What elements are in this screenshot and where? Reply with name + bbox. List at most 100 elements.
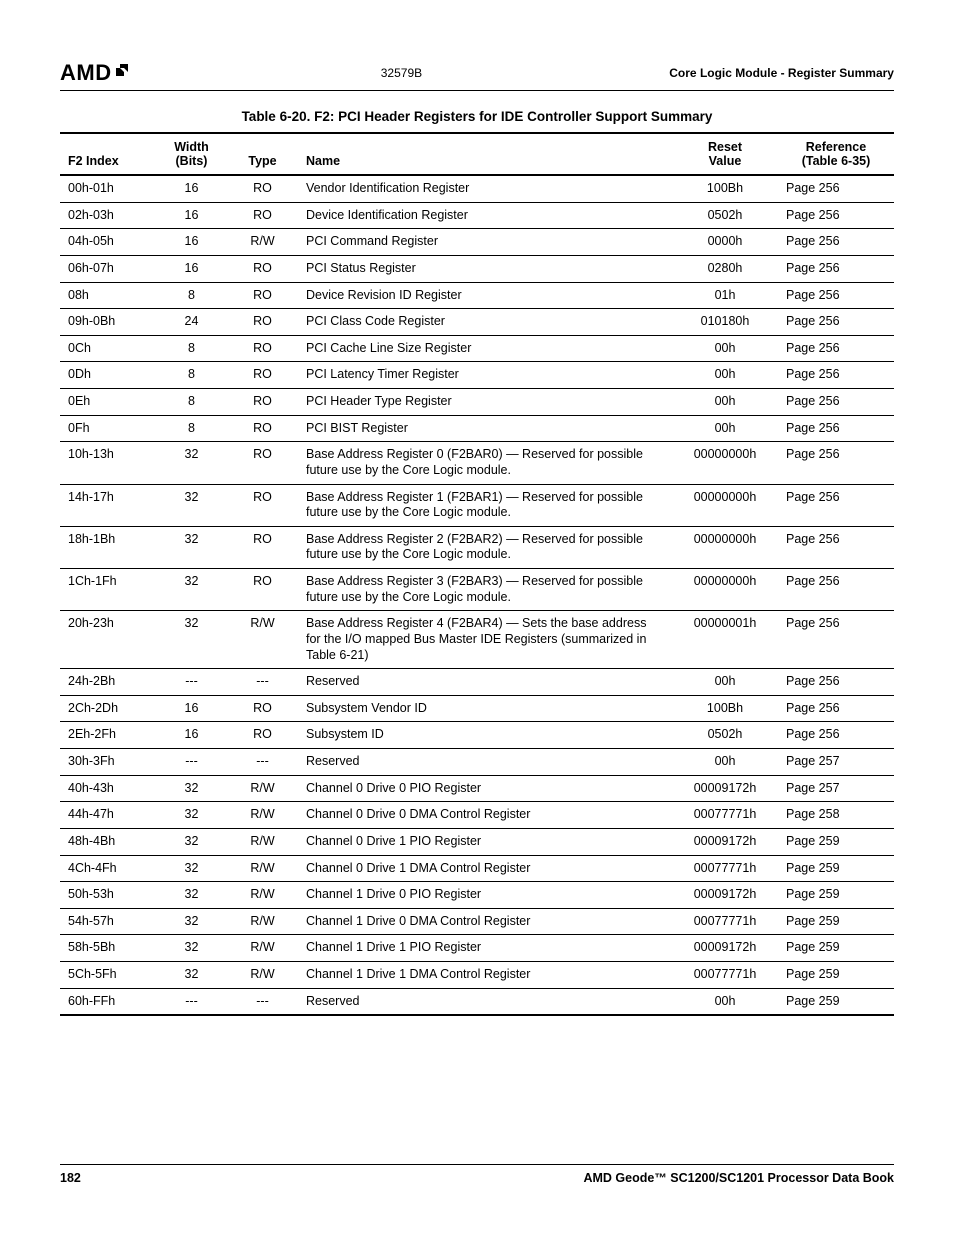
cell-type: RO [227,282,298,309]
cell-width: 32 [156,611,227,669]
cell-name: Subsystem Vendor ID [298,695,672,722]
cell-reset: 00h [672,669,778,696]
cell-name: Channel 0 Drive 1 DMA Control Register [298,855,672,882]
cell-index: 00h-01h [60,175,156,202]
cell-width: 16 [156,722,227,749]
table-row: 5Ch-5Fh32R/WChannel 1 Drive 1 DMA Contro… [60,962,894,989]
register-table: F2 Index Width (Bits) Type Name Reset Va… [60,132,894,1016]
cell-index: 5Ch-5Fh [60,962,156,989]
cell-index: 2Ch-2Dh [60,695,156,722]
cell-width: 16 [156,695,227,722]
cell-index: 24h-2Bh [60,669,156,696]
cell-type: --- [227,749,298,776]
cell-type: R/W [227,908,298,935]
cell-type: R/W [227,855,298,882]
cell-reset: 0280h [672,255,778,282]
cell-ref: Page 259 [778,855,894,882]
cell-ref: Page 258 [778,802,894,829]
cell-width: 32 [156,775,227,802]
col-type-header: Type [227,133,298,175]
cell-width: 8 [156,362,227,389]
page-footer: 182 AMD Geode™ SC1200/SC1201 Processor D… [60,1164,894,1185]
cell-type: RO [227,484,298,526]
cell-reset: 0502h [672,722,778,749]
cell-ref: Page 256 [778,282,894,309]
page-header: AMD 32579B Core Logic Module - Register … [60,60,894,91]
amd-logo-text: AMD [60,60,112,86]
table-row: 0Fh8ROPCI BIST Register00hPage 256 [60,415,894,442]
cell-ref: Page 256 [778,415,894,442]
cell-name: Channel 1 Drive 1 DMA Control Register [298,962,672,989]
page-number: 182 [60,1171,81,1185]
cell-width: 32 [156,802,227,829]
cell-reset: 00h [672,988,778,1015]
cell-type: R/W [227,802,298,829]
cell-reset: 0000h [672,229,778,256]
cell-reset: 00000000h [672,569,778,611]
cell-width: 8 [156,389,227,416]
cell-index: 04h-05h [60,229,156,256]
col-width-l1: Width [174,140,209,154]
cell-ref: Page 256 [778,669,894,696]
cell-type: R/W [227,962,298,989]
cell-reset: 00h [672,415,778,442]
table-row: 48h-4Bh32R/WChannel 0 Drive 1 PIO Regist… [60,828,894,855]
cell-ref: Page 256 [778,335,894,362]
cell-type: R/W [227,611,298,669]
cell-name: Device Identification Register [298,202,672,229]
cell-index: 18h-1Bh [60,526,156,568]
cell-type: RO [227,389,298,416]
cell-ref: Page 256 [778,255,894,282]
cell-name: Base Address Register 2 (F2BAR2) — Reser… [298,526,672,568]
table-row: 30h-3Fh------Reserved00hPage 257 [60,749,894,776]
amd-logo: AMD [60,60,134,86]
cell-name: Device Revision ID Register [298,282,672,309]
col-width-l2: (Bits) [176,154,208,168]
cell-reset: 100Bh [672,175,778,202]
amd-arrow-icon [114,60,134,86]
cell-type: R/W [227,935,298,962]
section-title: Core Logic Module - Register Summary [669,66,894,80]
cell-index: 20h-23h [60,611,156,669]
cell-width: 8 [156,415,227,442]
cell-type: RO [227,415,298,442]
cell-ref: Page 256 [778,442,894,484]
table-row: 0Ch8ROPCI Cache Line Size Register00hPag… [60,335,894,362]
cell-index: 54h-57h [60,908,156,935]
cell-ref: Page 256 [778,309,894,336]
cell-name: Vendor Identification Register [298,175,672,202]
cell-type: RO [227,255,298,282]
cell-name: Reserved [298,669,672,696]
table-row: 20h-23h32R/WBase Address Register 4 (F2B… [60,611,894,669]
table-row: 58h-5Bh32R/WChannel 1 Drive 1 PIO Regist… [60,935,894,962]
cell-width: 32 [156,908,227,935]
cell-reset: 00009172h [672,828,778,855]
col-ref-header: Reference (Table 6-35) [778,133,894,175]
cell-type: RO [227,202,298,229]
cell-type: R/W [227,229,298,256]
cell-name: Subsystem ID [298,722,672,749]
cell-reset: 00h [672,749,778,776]
cell-name: Reserved [298,749,672,776]
table-row: 02h-03h16RODevice Identification Registe… [60,202,894,229]
cell-name: Channel 0 Drive 1 PIO Register [298,828,672,855]
table-body: 00h-01h16ROVendor Identification Registe… [60,175,894,1015]
cell-index: 60h-FFh [60,988,156,1015]
cell-type: RO [227,442,298,484]
cell-reset: 0502h [672,202,778,229]
cell-width: --- [156,988,227,1015]
cell-width: 32 [156,882,227,909]
cell-width: 32 [156,935,227,962]
cell-reset: 010180h [672,309,778,336]
cell-index: 30h-3Fh [60,749,156,776]
cell-name: PCI Latency Timer Register [298,362,672,389]
cell-index: 0Fh [60,415,156,442]
cell-name: Channel 0 Drive 0 DMA Control Register [298,802,672,829]
cell-width: 16 [156,175,227,202]
table-row: 10h-13h32ROBase Address Register 0 (F2BA… [60,442,894,484]
table-title: Table 6-20. F2: PCI Header Registers for… [60,109,894,124]
cell-name: PCI Status Register [298,255,672,282]
col-name-header: Name [298,133,672,175]
cell-name: PCI Class Code Register [298,309,672,336]
cell-reset: 00009172h [672,882,778,909]
